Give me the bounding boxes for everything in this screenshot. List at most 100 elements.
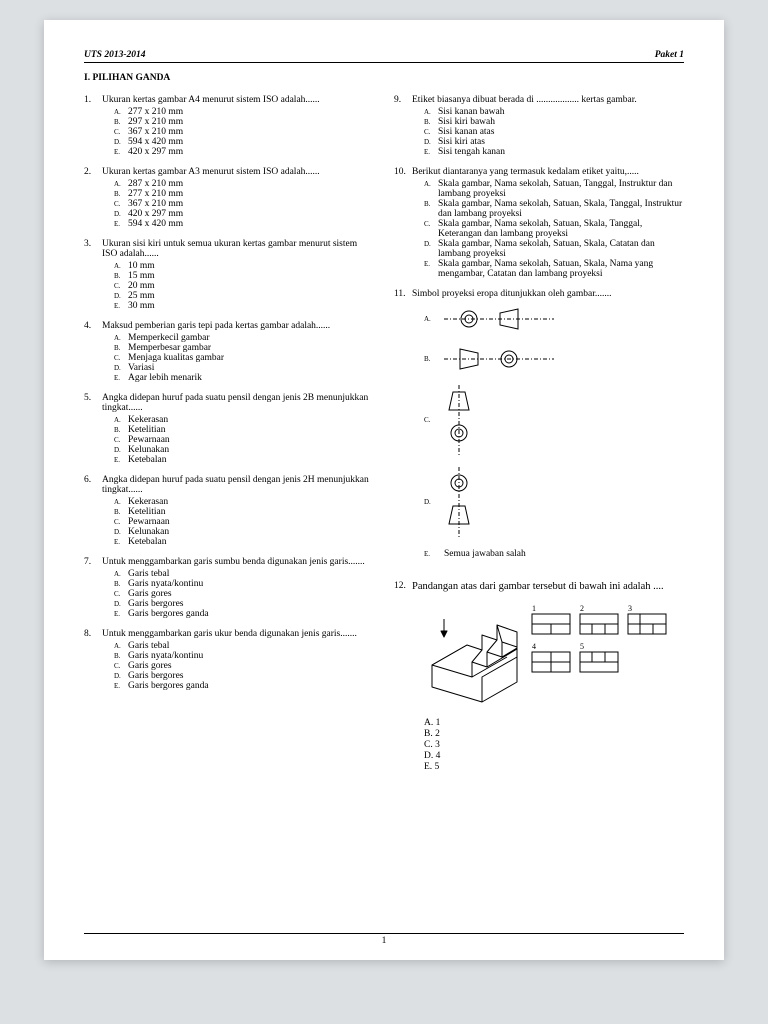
symbol-option: D. (424, 467, 684, 537)
question-body: Simbol proyeksi eropa ditunjukkan oleh g… (412, 289, 684, 571)
question-stem: Berikut diantaranya yang termasuk kedala… (412, 167, 684, 177)
section-title: I. PILIHAN GANDA (84, 73, 684, 83)
question-number: 6. (84, 475, 102, 547)
question-number: 2. (84, 167, 102, 229)
option-text: Ketebalan (128, 537, 374, 547)
question: 2.Ukuran kertas gambar A3 menurut sistem… (84, 167, 374, 229)
option-letter: E. (424, 259, 438, 279)
option-text: Agar lebih menarik (128, 373, 374, 383)
option-text: Skala gambar, Nama sekolah, Satuan, Tang… (438, 179, 684, 199)
option-text: Garis bergores ganda (128, 609, 374, 619)
question-body: Angka didepan huruf pada suatu pensil de… (102, 393, 374, 465)
question-stem: Pandangan atas dari gambar tersebut di b… (412, 581, 684, 592)
option-letter: B. (424, 199, 438, 219)
question-stem: Maksud pemberian garis tepi pada kertas … (102, 321, 374, 331)
question-body: Untuk menggambarkan garis sumbu benda di… (102, 557, 374, 619)
question-stem: Ukuran kertas gambar A4 menurut sistem I… (102, 95, 374, 105)
question: 7.Untuk menggambarkan garis sumbu benda … (84, 557, 374, 619)
option: C.367 x 210 mm (114, 127, 374, 137)
option: B.Garis nyata/kontinu (114, 651, 374, 661)
question-body: Ukuran kertas gambar A3 menurut sistem I… (102, 167, 374, 229)
option-letter: E. (114, 147, 128, 157)
question-number: 3. (84, 239, 102, 311)
options: A.Skala gambar, Nama sekolah, Satuan, Ta… (412, 179, 684, 279)
symbol-option: B. (424, 345, 684, 373)
option: A.Garis tebal (114, 569, 374, 579)
option-text: 594 x 420 mm (128, 219, 374, 229)
option-text: Kelunakan (128, 527, 374, 537)
option-letter: B. (114, 651, 128, 661)
option: C.367 x 210 mm (114, 199, 374, 209)
question-number: 5. (84, 393, 102, 465)
option-text: Kekerasan (128, 415, 374, 425)
option-text: Skala gambar, Nama sekolah, Satuan, Skal… (438, 199, 684, 219)
svg-text:4: 4 (532, 642, 536, 651)
option: E.Ketebalan (114, 455, 374, 465)
question-number: 4. (84, 321, 102, 383)
column-right: 9.Etiket biasanya dibuat berada di .....… (394, 95, 684, 783)
option: A.287 x 210 mm (114, 179, 374, 189)
option-letter: B. (114, 271, 128, 281)
option-letter: A. (424, 315, 436, 323)
option: B.297 x 210 mm (114, 117, 374, 127)
question: 11.Simbol proyeksi eropa ditunjukkan ole… (394, 289, 684, 571)
option-text: Ketelitian (128, 425, 374, 435)
option: C.Sisi kanan atas (424, 127, 684, 137)
option: C.Pewarnaan (114, 517, 374, 527)
symbol-option: E.Semua jawaban salah (424, 549, 684, 559)
option-text: Kelunakan (128, 445, 374, 455)
option-letter: B. (114, 189, 128, 199)
option: C.Menjaga kualitas gambar (114, 353, 374, 363)
option-text: 30 mm (128, 301, 374, 311)
option: E.Ketebalan (114, 537, 374, 547)
option-text: Pewarnaan (128, 517, 374, 527)
option-text: Sisi kanan atas (438, 127, 684, 137)
option-letter: E. (114, 455, 128, 465)
option-letter: E. (114, 537, 128, 547)
question: 8.Untuk menggambarkan garis ukur benda d… (84, 629, 374, 691)
option-text: 25 mm (128, 291, 374, 301)
option-letter: A. (114, 179, 128, 189)
option-letter: D. (424, 137, 438, 147)
question-body: Maksud pemberian garis tepi pada kertas … (102, 321, 374, 383)
projection-symbol-icon (444, 305, 554, 333)
option-letter: C. (114, 353, 128, 363)
option-text: Semua jawaban salah (444, 549, 526, 559)
question-stem: Angka didepan huruf pada suatu pensil de… (102, 393, 374, 413)
option-text: Sisi kiri bawah (438, 117, 684, 127)
option: E.Garis bergores ganda (114, 609, 374, 619)
symbol-option: A. (424, 305, 684, 333)
projection-symbol-icon (444, 467, 474, 537)
question-body: Ukuran kertas gambar A4 menurut sistem I… (102, 95, 374, 157)
option-letter: E. (424, 147, 438, 157)
option: D.Garis bergores (114, 599, 374, 609)
option-text: Garis bergores (128, 671, 374, 681)
option-letter: D. (424, 239, 438, 259)
option: A.10 mm (114, 261, 374, 271)
option-text: 420 x 297 mm (128, 209, 374, 219)
option: C.Pewarnaan (114, 435, 374, 445)
option: A. 1 (424, 718, 684, 728)
option-text: 367 x 210 mm (128, 199, 374, 209)
option-text: Garis tebal (128, 641, 374, 651)
question-body: Berikut diantaranya yang termasuk kedala… (412, 167, 684, 279)
option: B.Memperbesar gambar (114, 343, 374, 353)
question: 6.Angka didepan huruf pada suatu pensil … (84, 475, 374, 547)
option-text: Ketebalan (128, 455, 374, 465)
svg-text:1: 1 (532, 604, 536, 613)
option: D.Variasi (114, 363, 374, 373)
options: A.10 mmB.15 mmC.20 mmD.25 mmE.30 mm (102, 261, 374, 311)
question-stem: Simbol proyeksi eropa ditunjukkan oleh g… (412, 289, 684, 299)
option: E.Garis bergores ganda (114, 681, 374, 691)
option-letter: D. (114, 137, 128, 147)
option-text: Sisi kanan bawah (438, 107, 684, 117)
option: B.Skala gambar, Nama sekolah, Satuan, Sk… (424, 199, 684, 219)
option: A.Memperkecil gambar (114, 333, 374, 343)
option-text: Garis gores (128, 589, 374, 599)
option: C.Garis gores (114, 589, 374, 599)
option-letter: E. (114, 609, 128, 619)
option-letter: E. (114, 301, 128, 311)
option: D.Kelunakan (114, 527, 374, 537)
option-text: Pewarnaan (128, 435, 374, 445)
option-letter: A. (114, 415, 128, 425)
